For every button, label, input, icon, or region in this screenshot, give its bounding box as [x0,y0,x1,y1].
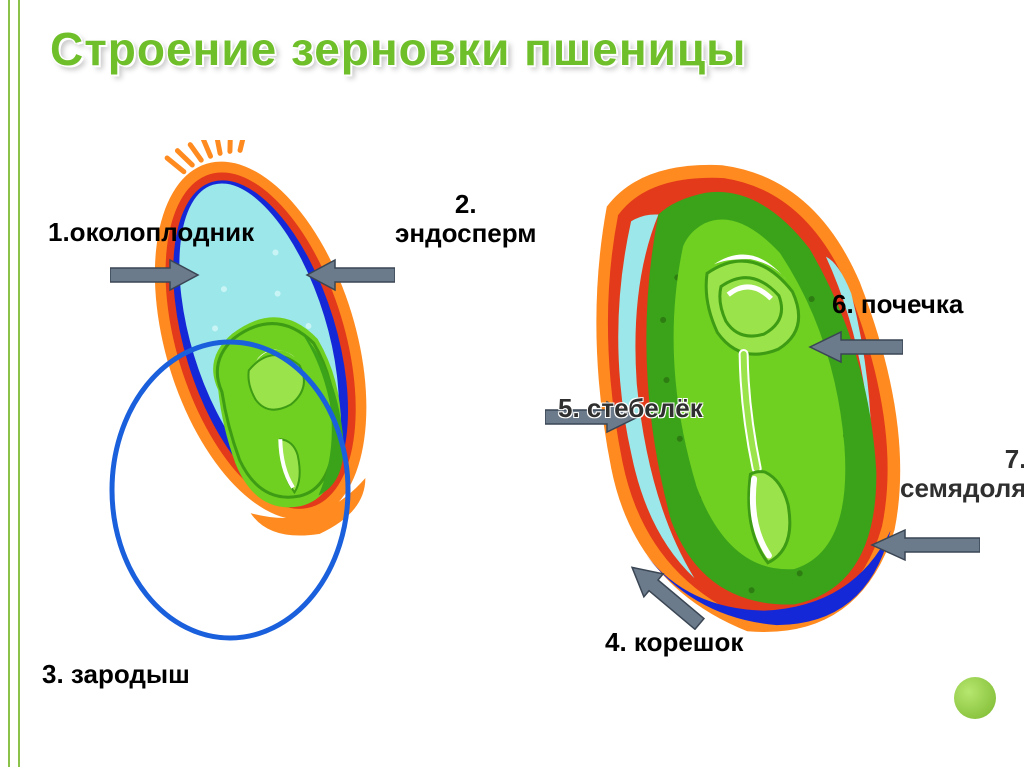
label-4-radicle: 4. корешок [605,628,743,657]
arrow-6 [808,330,903,364]
label-6-plumule: 6. почечка [832,290,963,319]
label-5-stemlet: 5. стебелёк [558,394,703,423]
deco-circle [954,677,996,719]
arrow-1 [110,258,200,292]
deco-vertical-line [8,0,20,767]
slide-root: Строение зерновки пшеницы [0,0,1024,767]
label-7-cotyledon: 7. семядоля [900,445,1024,502]
page-title: Строение зерновки пшеницы [50,22,1004,76]
label-1-pericarp: 1.околоплодник [48,218,254,247]
arrow-7 [870,528,980,562]
label-3-embryo: 3. зародыш [42,660,190,689]
label-2-endosperm: 2. эндосперм [395,190,537,247]
arrow-2 [305,258,395,292]
arrow-4 [620,560,710,630]
embryo-circle-highlight [95,335,365,645]
